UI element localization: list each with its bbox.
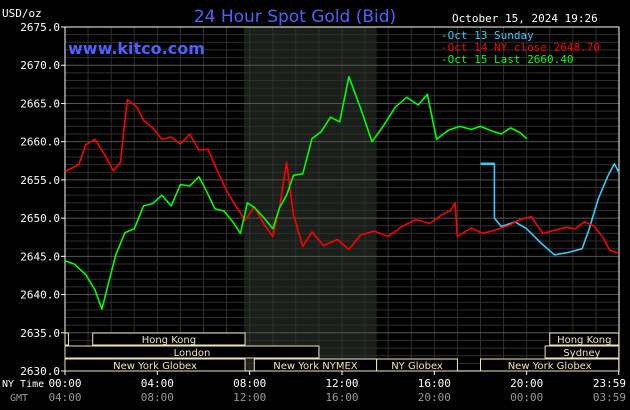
series-lines xyxy=(64,75,620,310)
grid xyxy=(65,27,619,371)
y-tick-label: 2640.0 xyxy=(20,289,60,302)
y-axis-ticks: 2675.0 2670.0 2665.0 2660.0 2655.0 2650.0 2645… xyxy=(20,21,65,378)
x-tick-label-ny: 08:00 xyxy=(233,377,266,390)
session-bar-label: New York NYMEX xyxy=(273,361,358,372)
x-tick-label-ny: 00:00 xyxy=(48,377,81,390)
session-bar xyxy=(480,358,620,372)
gmt-label: GMT xyxy=(10,393,28,404)
ny-time-label: NY Time xyxy=(2,379,44,390)
chart-title: 24 Hour Spot Gold (Bid) xyxy=(194,7,396,27)
session-bar xyxy=(376,358,458,372)
session-bar-label: Hong Kong xyxy=(557,335,611,346)
session-bar xyxy=(64,345,320,359)
session-bar-label: NY Globex xyxy=(391,361,443,372)
legend-item: -Oct 14 NY close 2648.70 xyxy=(441,41,600,54)
watermark: www.kitco.com xyxy=(68,39,205,58)
y-tick-label: 2635.0 xyxy=(20,327,60,340)
y-tick-label: 2665.0 xyxy=(20,97,60,110)
legend: -Oct 13 Sunday-Oct 14 NY close 2648.70-O… xyxy=(441,29,600,66)
series-line xyxy=(64,98,620,255)
y-tick-label: 2675.0 xyxy=(20,21,60,34)
timestamp: October 15, 2024 19:26 xyxy=(452,12,598,25)
y-tick-label: 2660.0 xyxy=(20,136,60,149)
x-tick-label-gmt: 12:00 xyxy=(233,391,266,404)
x-tick-label-gmt: 08:00 xyxy=(141,391,174,404)
x-tick-label-ny: 12:00 xyxy=(325,377,358,390)
session-bar xyxy=(544,345,620,359)
x-tick-label-ny: 23:59 xyxy=(593,377,626,390)
y-tick-label: 2670.0 xyxy=(20,59,60,72)
x-tick-label-gmt: 16:00 xyxy=(325,391,358,404)
session-bar xyxy=(64,358,246,372)
legend-item: -Oct 13 Sunday xyxy=(441,29,534,42)
session-bar xyxy=(549,332,620,346)
x-tick-label-ny: 20:00 xyxy=(510,377,543,390)
session-bar-label: London xyxy=(174,348,211,359)
session-bars: Hong Kong Hong Kong London Sydney New York G… xyxy=(64,332,620,372)
x-tick-label-ny: 04:00 xyxy=(141,377,174,390)
unit-label: USD/oz xyxy=(2,7,42,20)
y-tick-label: 2645.0 xyxy=(20,250,60,263)
session-bar-label: New York Globex xyxy=(113,361,197,372)
session-bar-label: New York Globex xyxy=(508,361,592,372)
session-bar xyxy=(64,332,69,346)
y-tick-label: 2655.0 xyxy=(20,174,60,187)
y-tick-label: 2650.0 xyxy=(20,212,60,225)
series-line xyxy=(480,163,620,256)
legend-item: -Oct 15 Last 2660.40 xyxy=(441,53,573,66)
x-tick-label-gmt: 20:00 xyxy=(418,391,451,404)
series-line xyxy=(64,75,528,310)
x-tick-label-gmt: 03:59 xyxy=(593,391,626,404)
session-bar xyxy=(92,332,246,346)
session-bar-label: Sydney xyxy=(563,348,600,359)
x-tick-label-gmt: 04:00 xyxy=(48,391,81,404)
x-tick-label-ny: 16:00 xyxy=(418,377,451,390)
y-tick-label: 2630.0 xyxy=(20,365,60,378)
shaded-session-band xyxy=(243,27,377,371)
session-bar-label: Hong Kong xyxy=(142,335,196,346)
x-axis-ticks: 00:0004:0004:0008:0008:0012:0012:0016:00… xyxy=(48,371,626,404)
x-tick-label-gmt: 00:00 xyxy=(510,391,543,404)
